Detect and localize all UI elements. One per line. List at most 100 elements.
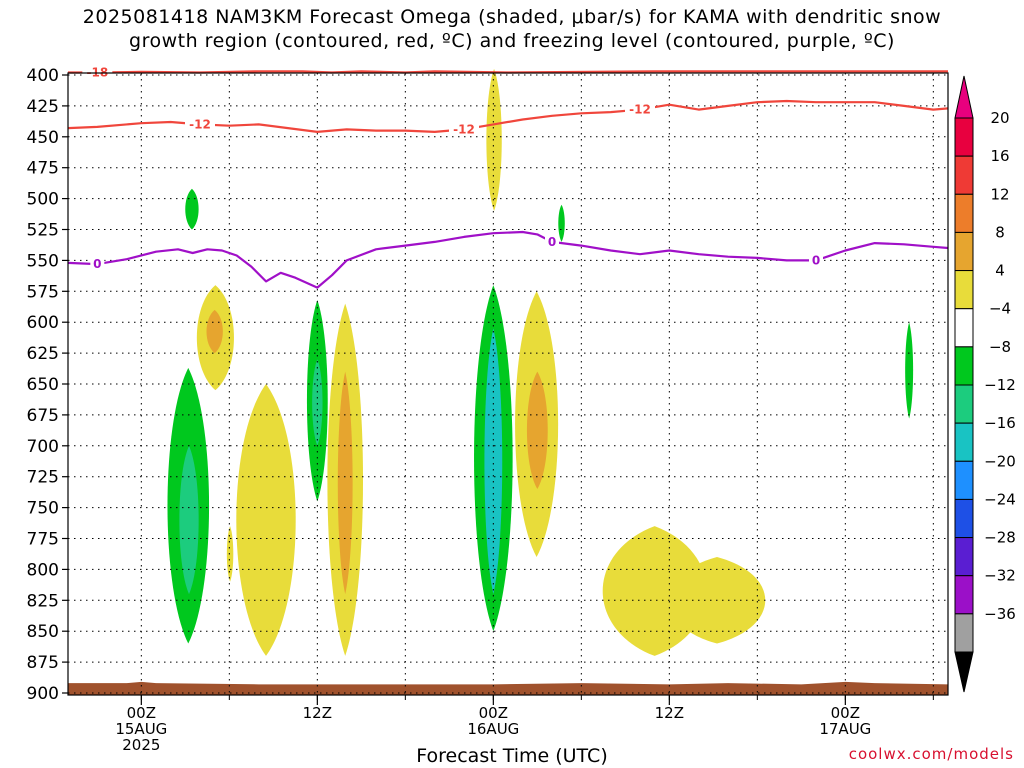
- colorbar-swatch-1: [954, 155, 974, 195]
- credit-link[interactable]: coolwx.com/models: [848, 745, 1014, 763]
- colorbar-swatch-8: [954, 422, 974, 462]
- y-tick-label-725: 725: [27, 468, 59, 488]
- colorbar-swatch-13: [954, 613, 974, 653]
- omega-blob-10: [337, 371, 353, 595]
- terrain-layer: [68, 681, 948, 695]
- colorbar-label-7: −12: [984, 376, 1016, 394]
- colorbar-swatch-0: [954, 117, 974, 157]
- y-tick-label-850: 850: [27, 622, 59, 642]
- omega-blob-8: [312, 359, 323, 446]
- colorbar-swatch-12: [954, 575, 974, 615]
- colorbar-label-2: 12: [990, 185, 1009, 203]
- x-tick-label-12-0: 12Z: [303, 704, 332, 722]
- colorbar-swatch-10: [954, 498, 974, 539]
- omega-blob-14: [558, 204, 565, 242]
- contour-line-2: [67, 230, 949, 289]
- y-tick-label-525: 525: [27, 221, 59, 241]
- y-tick-label-425: 425: [27, 97, 59, 117]
- colorbar-label-9: −20: [984, 452, 1016, 470]
- contour-label-bg-0-0: [82, 64, 113, 79]
- x-tick-label-0-2: 2025: [122, 736, 160, 754]
- omega-blob-13: [484, 328, 503, 595]
- contour-label-bg-2-0: [90, 256, 105, 271]
- contour-label-2-2: 0: [812, 253, 820, 267]
- y-tick-label-550: 550: [27, 251, 59, 271]
- contour-line-1: [67, 99, 949, 133]
- colorbar-label-13: −36: [984, 605, 1016, 623]
- x-axis-title: Forecast Time (UTC): [416, 745, 608, 767]
- y-tick-label-500: 500: [27, 190, 59, 210]
- omega-blob-5: [226, 526, 234, 582]
- colorbar-swatch-3: [954, 231, 974, 272]
- omega-shading-layer: [167, 68, 914, 656]
- colorbar-swatch-4: [954, 270, 974, 310]
- contour-label-bg-1-1: [449, 121, 479, 136]
- chart-subtitle: growth region (contoured, red, ºC) and f…: [129, 30, 895, 52]
- colorbar-label-10: −24: [984, 490, 1016, 508]
- y-tick-label-675: 675: [27, 406, 59, 426]
- chart-title: 2025081418 NAM3KM Forecast Omega (shaded…: [82, 6, 942, 28]
- colorbar-label-11: −28: [984, 529, 1016, 547]
- colorbar-label-4: 4: [995, 262, 1005, 280]
- x-tick-label-36-0: 12Z: [655, 704, 684, 722]
- contour-label-1-1: -12: [453, 122, 475, 136]
- y-tick-label-750: 750: [27, 499, 59, 519]
- contour-label-bg-2-1: [545, 233, 559, 248]
- colorbar-label-0: 20: [990, 109, 1009, 127]
- y-tick-label-700: 700: [27, 437, 59, 457]
- contour-label-bg-2-2: [809, 252, 823, 267]
- colorbar-bottom-arrow: [954, 651, 974, 693]
- x-tick-label-48-0: 00Z: [831, 704, 860, 722]
- colorbar-label-5: −4: [989, 300, 1011, 318]
- colorbar-label-8: −16: [984, 414, 1016, 432]
- y-tick-label-400: 400: [27, 66, 59, 86]
- omega-blob-4: [206, 309, 223, 354]
- x-tick-label-0-0: 00Z: [127, 704, 156, 722]
- omega-blob-6: [236, 384, 296, 656]
- colorbar-label-1: 16: [990, 147, 1009, 165]
- y-tick-label-650: 650: [27, 375, 59, 395]
- contour-line-0: [68, 70, 948, 74]
- colorbar-swatch-9: [954, 460, 974, 500]
- y-tick-label-625: 625: [27, 344, 59, 364]
- y-tick-label-575: 575: [27, 282, 59, 302]
- colorbar-swatch-6: [954, 346, 974, 386]
- y-tick-label-600: 600: [27, 313, 59, 333]
- x-tick-label-0-1: 15AUG: [115, 720, 167, 738]
- omega-blob-2: [179, 445, 199, 595]
- colorbar-label-6: −8: [989, 338, 1011, 356]
- colorbar-label-3: 8: [995, 223, 1005, 241]
- contour-label-bg-1-2: [625, 101, 655, 116]
- contour-label-2-1: 0: [548, 235, 556, 249]
- contour-label-2-0: 0: [93, 257, 101, 271]
- contour-label-1-2: -12: [629, 103, 651, 117]
- colorbar-top-arrow: [954, 75, 974, 119]
- colorbar: 20 16 12 8 4 −4 −8 −12 −16 −20 −24 −28 −32 −36: [954, 75, 1016, 693]
- contour-label-bg-1-0: [185, 116, 215, 131]
- omega-blob-11: [486, 68, 502, 211]
- y-tick-label-900: 900: [27, 684, 59, 704]
- y-tick-label-450: 450: [27, 128, 59, 148]
- x-tick-label-24-1: 16AUG: [467, 720, 519, 738]
- colorbar-swatch-5: [954, 308, 974, 348]
- colorbar-swatch-2: [954, 193, 974, 233]
- omega-blob-0: [185, 188, 199, 230]
- y-axis: 400 425 450 475 500 525 550 575 600 625 650 675 700 7…: [27, 66, 68, 704]
- contour-label-1-0: -12: [189, 117, 211, 131]
- terrain-surface: [68, 681, 948, 695]
- omega-blob-19: [905, 322, 914, 419]
- y-tick-label-475: 475: [27, 159, 59, 179]
- y-tick-label-800: 800: [27, 560, 59, 580]
- colorbar-swatch-11: [954, 537, 974, 577]
- y-tick-label-875: 875: [27, 653, 59, 673]
- colorbar-label-12: −32: [984, 567, 1016, 585]
- x-tick-label-24-0: 00Z: [479, 704, 508, 722]
- y-tick-label-775: 775: [27, 530, 59, 550]
- omega-blob-16: [526, 371, 548, 490]
- colorbar-swatch-7: [954, 384, 974, 424]
- y-tick-label-825: 825: [27, 591, 59, 611]
- x-tick-label-48-1: 17AUG: [819, 720, 871, 738]
